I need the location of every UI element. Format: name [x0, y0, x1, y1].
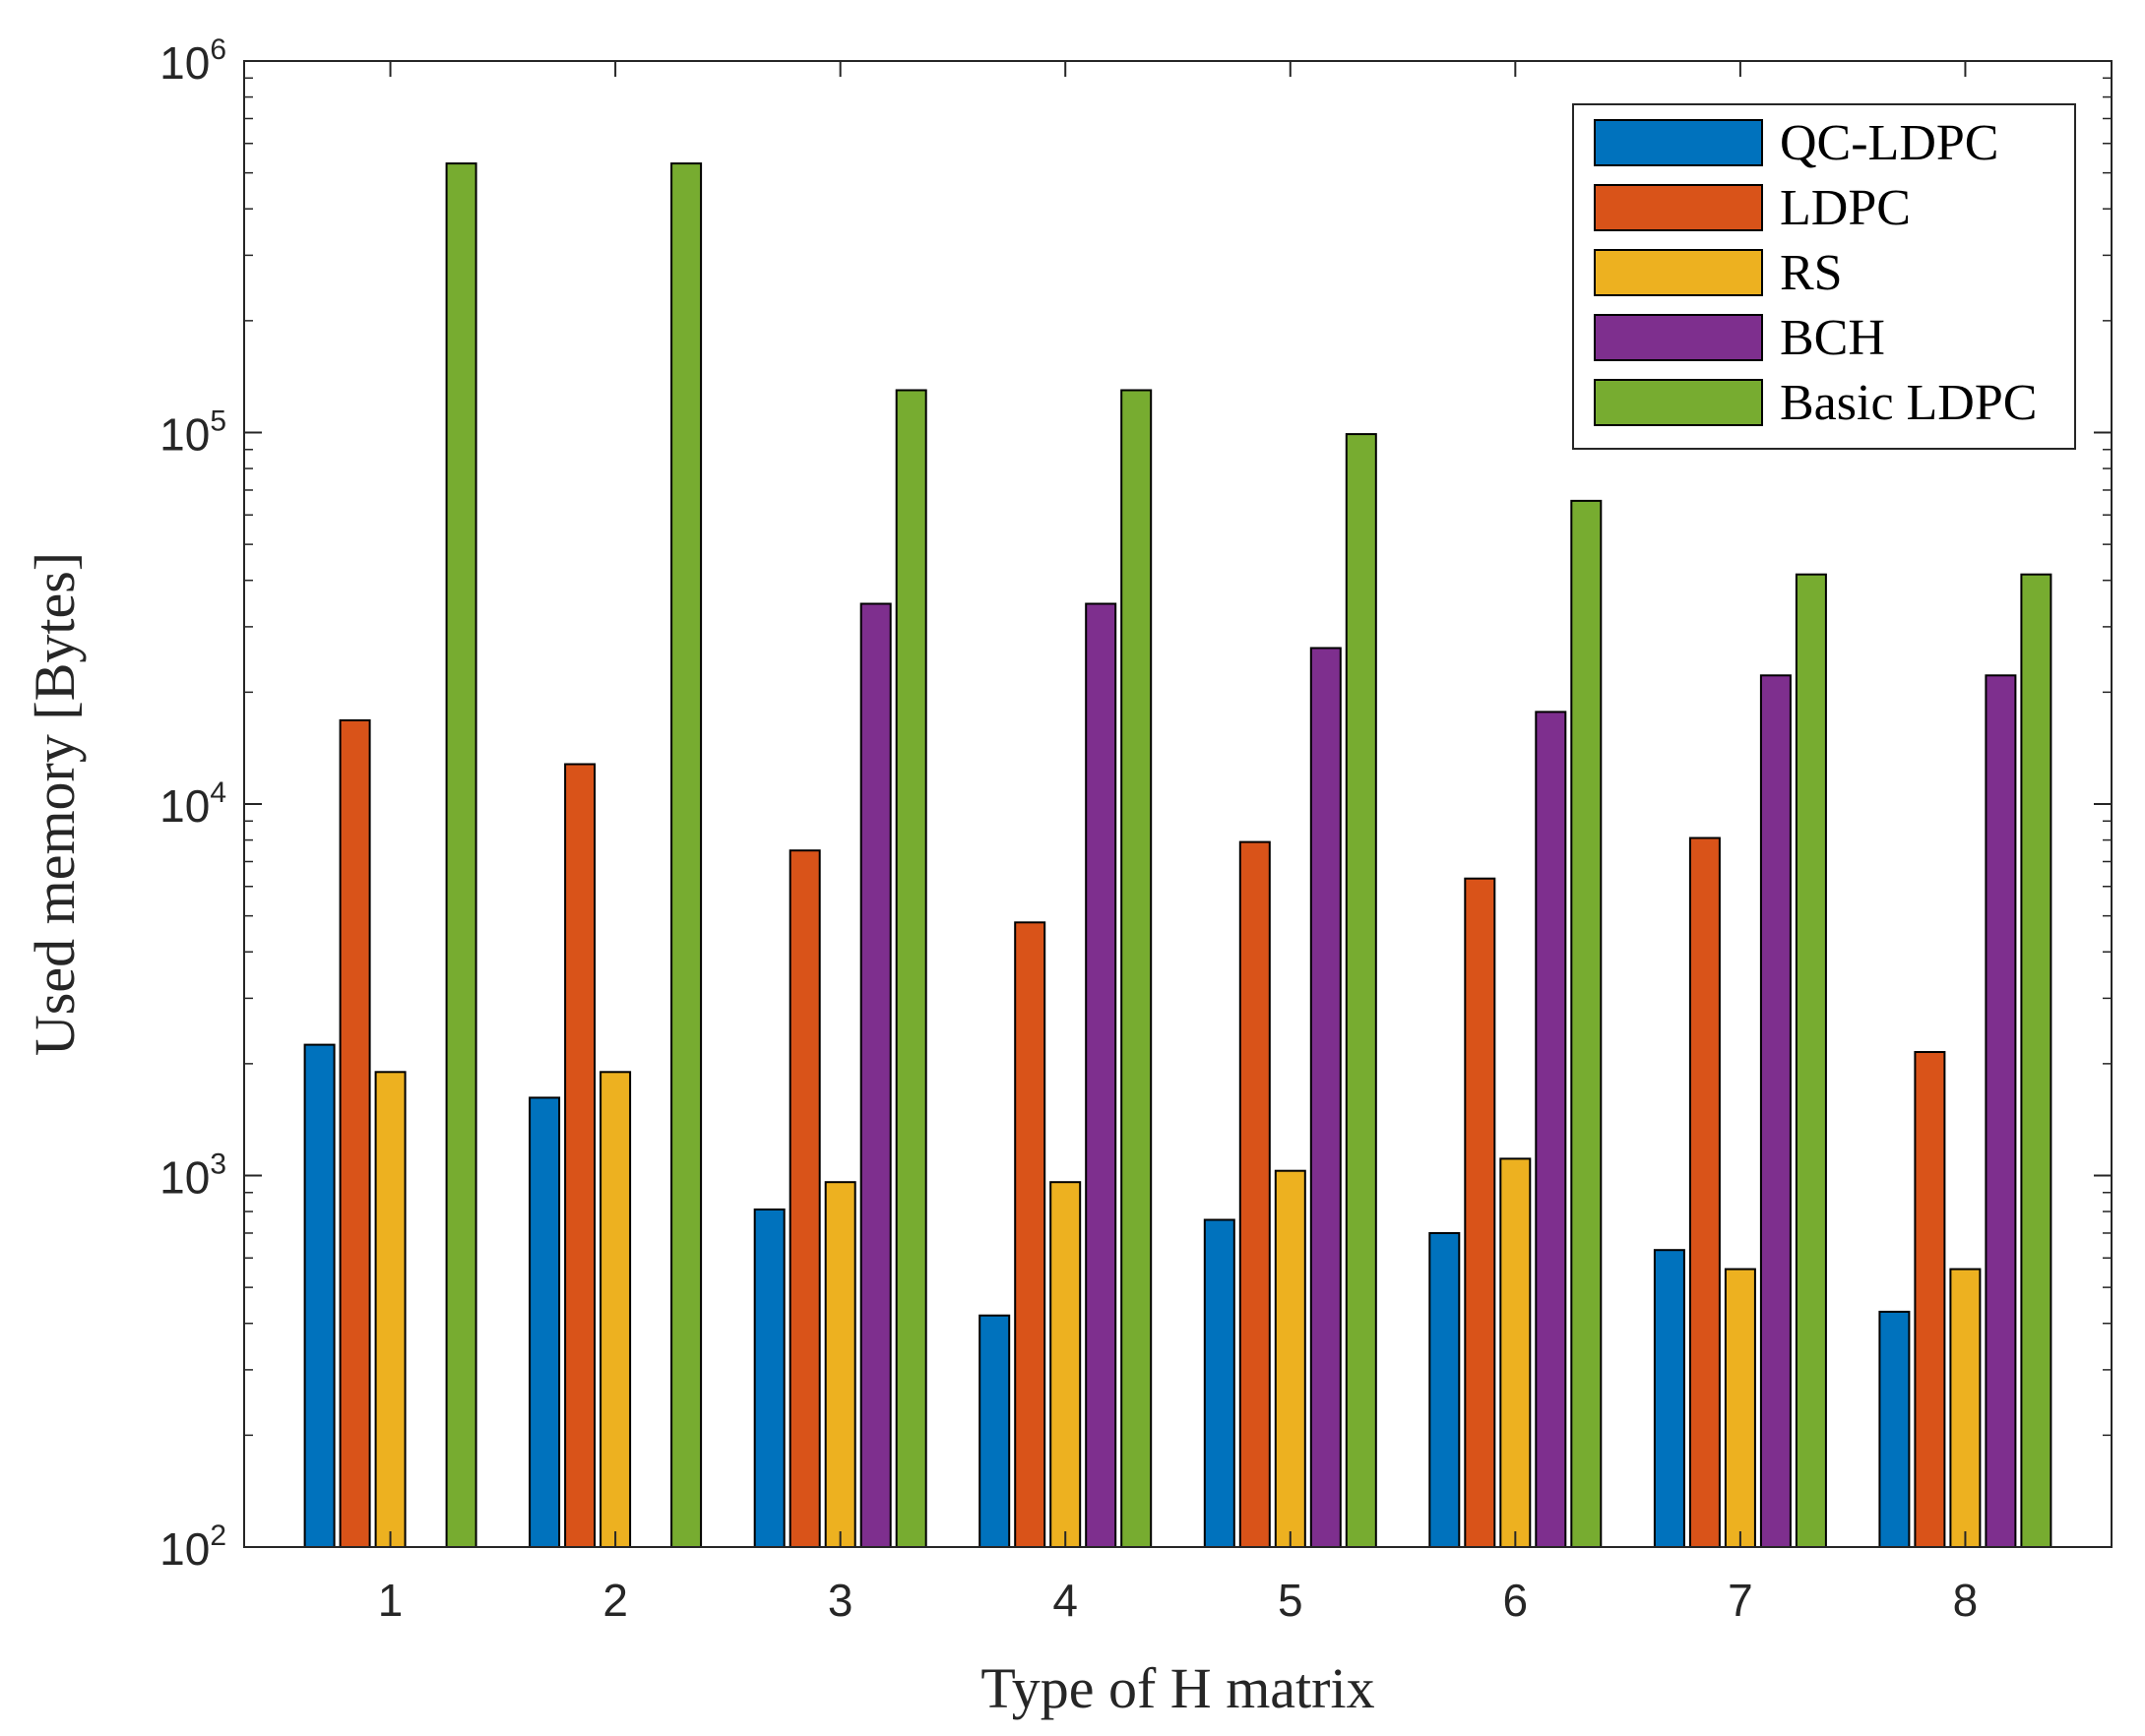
x-tick-label: 7	[1728, 1575, 1753, 1626]
legend-swatch	[1594, 379, 1763, 426]
y-tick-base: 10	[159, 1152, 210, 1204]
y-tick-label: 106	[159, 33, 226, 89]
x-tick-label: 8	[1953, 1575, 1979, 1626]
bar-rs-1	[374, 1071, 407, 1549]
bar-qc-ldpc-1	[303, 1043, 336, 1548]
y-tick-label: 105	[159, 405, 226, 461]
x-tick-label: 6	[1503, 1575, 1529, 1626]
bar-basic-ldpc-3	[895, 389, 927, 1548]
y-tick-exponent: 2	[210, 1519, 226, 1552]
bar-rs-7	[1724, 1268, 1756, 1548]
bar-qc-ldpc-5	[1203, 1218, 1235, 1548]
bar-ldpc-4	[1014, 921, 1046, 1548]
x-tick-label: 2	[602, 1575, 628, 1626]
bar-ldpc-2	[564, 763, 597, 1548]
bar-basic-ldpc-1	[445, 162, 477, 1549]
bar-basic-ldpc-5	[1345, 433, 1377, 1549]
legend-swatch	[1594, 119, 1763, 166]
bar-ldpc-6	[1464, 877, 1496, 1548]
bar-basic-ldpc-7	[1795, 573, 1827, 1548]
x-tick-label: 3	[828, 1575, 853, 1626]
bars-group	[303, 162, 2052, 1549]
bar-bch-4	[1085, 602, 1117, 1548]
bar-ldpc-7	[1688, 837, 1721, 1548]
bar-rs-8	[1949, 1268, 1982, 1548]
x-axis-label: Type of H matrix	[980, 1656, 1374, 1720]
legend-label: QC-LDPC	[1780, 115, 1998, 171]
bar-basic-ldpc-4	[1120, 389, 1153, 1548]
y-tick-label: 104	[159, 776, 226, 832]
bar-basic-ldpc-8	[2020, 573, 2052, 1548]
legend-swatch	[1594, 314, 1763, 361]
y-tick-label: 102	[159, 1519, 226, 1575]
legend-swatch	[1594, 249, 1763, 296]
y-tick-exponent: 4	[210, 776, 226, 809]
bar-basic-ldpc-6	[1570, 499, 1603, 1548]
bar-rs-6	[1499, 1157, 1532, 1549]
bar-qc-ldpc-4	[978, 1314, 1011, 1548]
bar-basic-ldpc-2	[670, 162, 703, 1549]
bar-qc-ldpc-2	[529, 1096, 561, 1549]
y-axis-label: Used memory [Bytes]	[23, 552, 87, 1056]
bar-qc-ldpc-8	[1878, 1310, 1911, 1549]
legend-label: LDPC	[1780, 180, 1911, 236]
y-tick-base: 10	[159, 780, 210, 832]
legend-swatch	[1594, 184, 1763, 231]
x-tick-label: 4	[1052, 1575, 1078, 1626]
bar-bch-5	[1309, 647, 1342, 1548]
bar-bch-7	[1759, 674, 1792, 1548]
bar-ldpc-8	[1914, 1051, 1946, 1548]
y-tick-base: 10	[159, 409, 210, 461]
bar-qc-ldpc-7	[1653, 1249, 1685, 1548]
bar-qc-ldpc-3	[753, 1209, 786, 1548]
legend-label: RS	[1780, 245, 1843, 301]
y-tick-base: 10	[159, 37, 210, 89]
bar-qc-ldpc-6	[1428, 1232, 1461, 1548]
x-tick-label: 1	[378, 1575, 404, 1626]
bar-bch-3	[859, 602, 892, 1548]
bar-ldpc-1	[339, 718, 371, 1548]
bar-rs-5	[1274, 1169, 1306, 1548]
y-tick-base: 10	[159, 1523, 210, 1575]
bar-rs-3	[824, 1181, 856, 1548]
bar-rs-2	[599, 1071, 632, 1549]
bar-ldpc-3	[789, 849, 821, 1548]
y-tick-exponent: 6	[210, 33, 226, 66]
bar-rs-4	[1049, 1181, 1082, 1548]
y-tick-exponent: 5	[210, 405, 226, 438]
x-tick-label: 5	[1278, 1575, 1303, 1626]
legend-label: BCH	[1780, 310, 1885, 366]
legend-label: Basic LDPC	[1780, 375, 2037, 431]
y-tick-exponent: 3	[210, 1148, 226, 1181]
bar-bch-6	[1535, 711, 1567, 1548]
bar-ldpc-5	[1238, 840, 1271, 1548]
y-tick-label: 103	[159, 1148, 226, 1204]
bar-bch-8	[1985, 674, 2017, 1548]
legend: QC-LDPC LDPC RS BCH Basic LDPC	[1572, 103, 2076, 450]
